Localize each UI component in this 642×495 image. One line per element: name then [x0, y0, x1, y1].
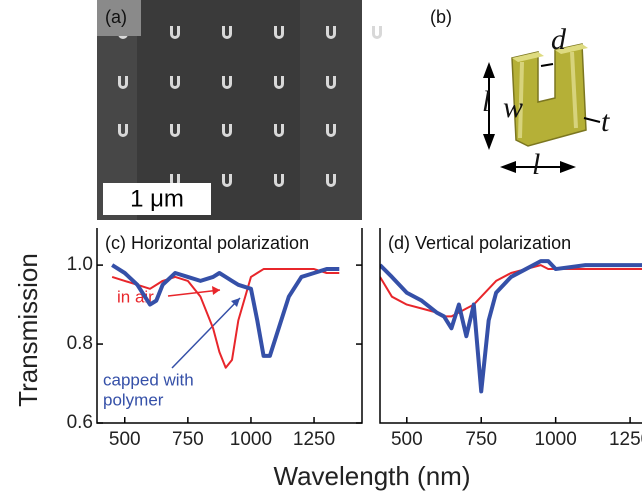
series-line	[380, 259, 642, 394]
dimension-label: l	[482, 85, 490, 118]
series-line	[380, 264, 642, 318]
x-tick-label: 1250	[609, 429, 642, 450]
axis-frame	[96, 228, 363, 424]
annotation: in air	[117, 287, 154, 306]
series-line	[111, 263, 340, 358]
y-axis-label: Transmission	[13, 253, 43, 407]
dimension-label: d	[551, 23, 567, 56]
dimension-label: w	[503, 91, 523, 124]
dimension-label: l	[532, 148, 540, 181]
x-tick-label: 1000	[230, 429, 272, 450]
scale-bar-label: 1 μm	[130, 185, 184, 212]
series-line	[111, 268, 340, 369]
y-tick-label: 0.6	[67, 412, 93, 433]
dimension-label: t	[601, 105, 610, 138]
annotation: capped with	[103, 370, 194, 389]
x-tick-label: 1250	[293, 429, 335, 450]
plot-area	[380, 259, 642, 394]
y-tick-label: 1.0	[67, 254, 93, 275]
annotation-arrows	[167, 286, 241, 369]
x-tick-label: 750	[465, 429, 497, 450]
annotation: polymer	[103, 390, 164, 409]
x-axis-label: Wavelength (nm)	[274, 461, 471, 491]
x-tick-label: 500	[391, 429, 423, 450]
panel-label: (b)	[430, 7, 452, 27]
chart-title: (c) Horizontal polarization	[105, 233, 309, 253]
plot-area	[111, 263, 340, 369]
x-tick-label: 1000	[535, 429, 577, 450]
x-tick-label: 500	[109, 429, 141, 450]
x-tick-label: 750	[172, 429, 204, 450]
y-tick-label: 0.8	[67, 333, 93, 354]
sem-image: (a) 1 μm	[97, 0, 382, 220]
chart-title: (d) Vertical polarization	[388, 233, 571, 253]
schematic: (b) d l w t l	[430, 7, 610, 181]
panel-label: (a)	[105, 7, 127, 27]
axis-frame	[379, 228, 642, 424]
